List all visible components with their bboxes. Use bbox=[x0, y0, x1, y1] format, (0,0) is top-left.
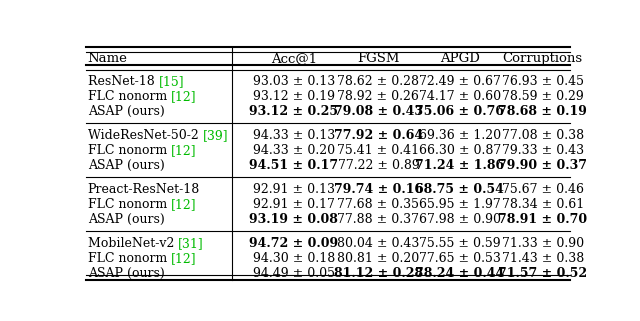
Text: ASAP (ours): ASAP (ours) bbox=[88, 105, 164, 118]
Text: ResNet-18: ResNet-18 bbox=[88, 75, 159, 88]
Text: 74.17 ± 0.60: 74.17 ± 0.60 bbox=[419, 90, 501, 103]
Text: FLC nonorm: FLC nonorm bbox=[88, 90, 171, 103]
Text: 67.98 ± 0.90: 67.98 ± 0.90 bbox=[419, 213, 500, 226]
Text: 79.08 ± 0.43: 79.08 ± 0.43 bbox=[334, 105, 423, 118]
Text: WideResNet-50-2: WideResNet-50-2 bbox=[88, 129, 202, 142]
Text: Acc@1: Acc@1 bbox=[271, 52, 317, 65]
Text: 94.49 ± 0.05: 94.49 ± 0.05 bbox=[253, 267, 335, 280]
Text: Preact-ResNet-18: Preact-ResNet-18 bbox=[88, 183, 200, 196]
Text: 75.55 ± 0.59: 75.55 ± 0.59 bbox=[419, 237, 500, 250]
Text: 78.59 ± 0.29: 78.59 ± 0.29 bbox=[502, 90, 584, 103]
Text: 78.24 ± 0.44: 78.24 ± 0.44 bbox=[415, 267, 504, 280]
Text: 79.33 ± 0.43: 79.33 ± 0.43 bbox=[502, 144, 584, 157]
Text: Corruptions: Corruptions bbox=[502, 52, 583, 65]
Text: Name: Name bbox=[88, 52, 127, 65]
Text: 93.12 ± 0.25: 93.12 ± 0.25 bbox=[250, 105, 339, 118]
Text: 94.33 ± 0.20: 94.33 ± 0.20 bbox=[253, 144, 335, 157]
Text: 71.57 ± 0.52: 71.57 ± 0.52 bbox=[498, 267, 588, 280]
Text: [15]: [15] bbox=[159, 75, 184, 88]
Text: APGD: APGD bbox=[440, 52, 480, 65]
Text: 77.22 ± 0.89: 77.22 ± 0.89 bbox=[337, 159, 419, 172]
Text: 79.74 ± 0.16: 79.74 ± 0.16 bbox=[334, 183, 423, 196]
Text: 80.04 ± 0.43: 80.04 ± 0.43 bbox=[337, 237, 420, 250]
Text: FLC nonorm: FLC nonorm bbox=[88, 144, 171, 157]
Text: 94.51 ± 0.17: 94.51 ± 0.17 bbox=[250, 159, 339, 172]
Text: 93.19 ± 0.08: 93.19 ± 0.08 bbox=[250, 213, 339, 226]
Text: [12]: [12] bbox=[171, 198, 196, 211]
Text: [12]: [12] bbox=[171, 252, 196, 265]
Text: 77.92 ± 0.64: 77.92 ± 0.64 bbox=[334, 129, 423, 142]
Text: 68.75 ± 0.54: 68.75 ± 0.54 bbox=[415, 183, 504, 196]
Text: 93.12 ± 0.19: 93.12 ± 0.19 bbox=[253, 90, 335, 103]
Text: 71.43 ± 0.38: 71.43 ± 0.38 bbox=[502, 252, 584, 265]
Text: 94.33 ± 0.13: 94.33 ± 0.13 bbox=[253, 129, 335, 142]
Text: 77.08 ± 0.38: 77.08 ± 0.38 bbox=[502, 129, 584, 142]
Text: FLC nonorm: FLC nonorm bbox=[88, 252, 171, 265]
Text: 65.95 ± 1.97: 65.95 ± 1.97 bbox=[419, 198, 500, 211]
Text: 71.24 ± 1.86: 71.24 ± 1.86 bbox=[415, 159, 504, 172]
Text: 78.34 ± 0.61: 78.34 ± 0.61 bbox=[502, 198, 584, 211]
Text: 72.49 ± 0.67: 72.49 ± 0.67 bbox=[419, 75, 500, 88]
Text: 78.91 ± 0.70: 78.91 ± 0.70 bbox=[498, 213, 588, 226]
Text: 78.62 ± 0.28: 78.62 ± 0.28 bbox=[337, 75, 419, 88]
Text: 79.90 ± 0.37: 79.90 ± 0.37 bbox=[498, 159, 587, 172]
Text: 92.91 ± 0.17: 92.91 ± 0.17 bbox=[253, 198, 335, 211]
Text: 92.91 ± 0.13: 92.91 ± 0.13 bbox=[253, 183, 335, 196]
Text: 81.12 ± 0.28: 81.12 ± 0.28 bbox=[334, 267, 423, 280]
Text: 69.36 ± 1.20: 69.36 ± 1.20 bbox=[419, 129, 501, 142]
Text: 80.81 ± 0.20: 80.81 ± 0.20 bbox=[337, 252, 419, 265]
Text: MobileNet-v2: MobileNet-v2 bbox=[88, 237, 178, 250]
Text: 75.06 ± 0.76: 75.06 ± 0.76 bbox=[415, 105, 504, 118]
Text: [12]: [12] bbox=[171, 144, 196, 157]
Text: 94.72 ± 0.09: 94.72 ± 0.09 bbox=[250, 237, 339, 250]
Text: 78.68 ± 0.19: 78.68 ± 0.19 bbox=[498, 105, 587, 118]
Text: 66.30 ± 0.87: 66.30 ± 0.87 bbox=[419, 144, 501, 157]
Text: [31]: [31] bbox=[178, 237, 204, 250]
Text: ASAP (ours): ASAP (ours) bbox=[88, 159, 164, 172]
Text: 93.03 ± 0.13: 93.03 ± 0.13 bbox=[253, 75, 335, 88]
Text: 71.33 ± 0.90: 71.33 ± 0.90 bbox=[502, 237, 584, 250]
Text: 76.93 ± 0.45: 76.93 ± 0.45 bbox=[502, 75, 584, 88]
Text: FLC nonorm: FLC nonorm bbox=[88, 198, 171, 211]
Text: 75.67 ± 0.46: 75.67 ± 0.46 bbox=[502, 183, 584, 196]
Text: ASAP (ours): ASAP (ours) bbox=[88, 267, 164, 280]
Text: 77.68 ± 0.35: 77.68 ± 0.35 bbox=[337, 198, 419, 211]
Text: [12]: [12] bbox=[171, 90, 196, 103]
Text: ASAP (ours): ASAP (ours) bbox=[88, 213, 164, 226]
Text: 77.65 ± 0.53: 77.65 ± 0.53 bbox=[419, 252, 500, 265]
Text: FGSM: FGSM bbox=[357, 52, 399, 65]
Text: 78.92 ± 0.26: 78.92 ± 0.26 bbox=[337, 90, 419, 103]
Text: 75.41 ± 0.41: 75.41 ± 0.41 bbox=[337, 144, 419, 157]
Text: [39]: [39] bbox=[202, 129, 228, 142]
Text: 77.88 ± 0.37: 77.88 ± 0.37 bbox=[337, 213, 419, 226]
Text: 94.30 ± 0.18: 94.30 ± 0.18 bbox=[253, 252, 335, 265]
